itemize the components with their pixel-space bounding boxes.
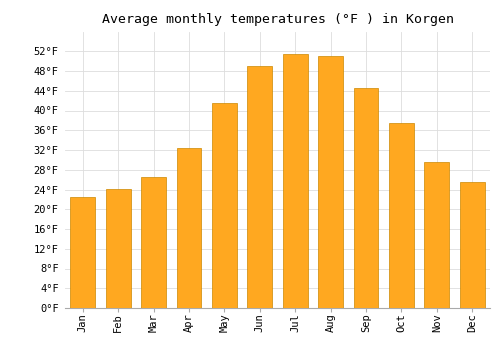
Bar — [318, 56, 343, 308]
Bar — [460, 182, 484, 308]
Bar — [176, 148, 202, 308]
Bar — [283, 54, 308, 308]
Bar — [424, 162, 450, 308]
Bar — [389, 123, 414, 308]
Bar — [106, 189, 130, 308]
Bar — [248, 66, 272, 308]
Bar — [141, 177, 166, 308]
Title: Average monthly temperatures (°F ) in Korgen: Average monthly temperatures (°F ) in Ko… — [102, 13, 454, 26]
Bar — [212, 103, 237, 308]
Bar — [354, 88, 378, 308]
Bar — [70, 197, 95, 308]
